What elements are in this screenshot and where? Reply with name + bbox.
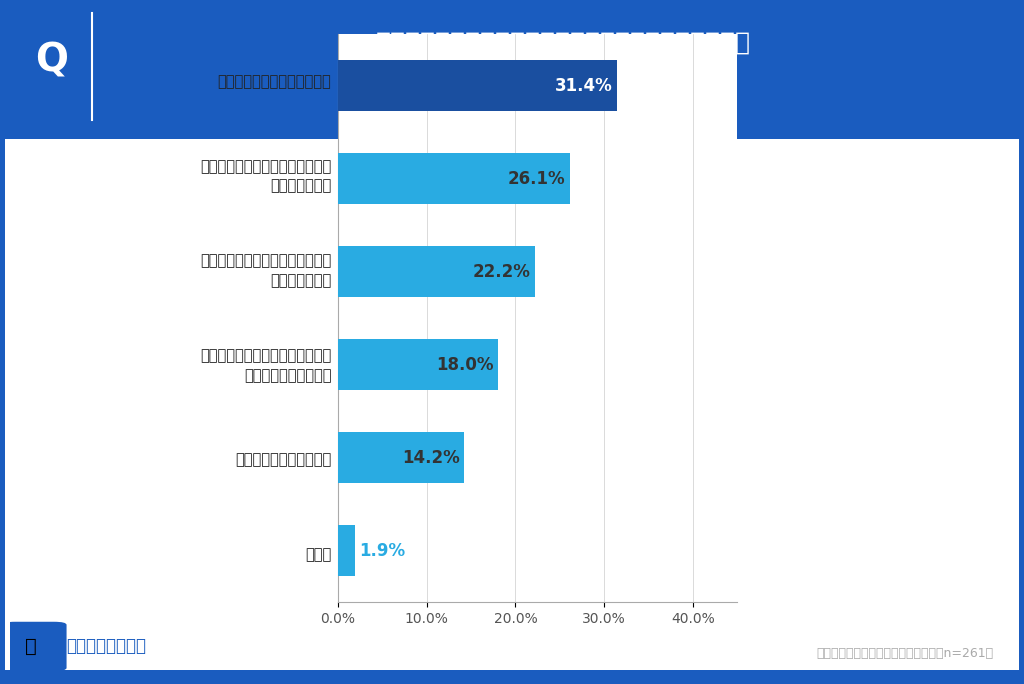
Text: 31.4%: 31.4% [554, 77, 612, 94]
Text: 家庭教師（オンライン含む）の指
導を受けていた: 家庭教師（オンライン含む）の指 導を受けていた [200, 253, 332, 288]
Text: 通信教育を利用していた: 通信教育を利用していた [236, 453, 332, 467]
Bar [338, 246, 535, 297]
Text: その他: その他 [305, 547, 332, 562]
Bar [338, 525, 354, 576]
Bar [338, 339, 498, 390]
Text: 教育サービスは利用せず独学で学
習を進めていた: 教育サービスは利用せず独学で学 習を進めていた [200, 159, 332, 194]
Text: 高専（高等専門学校）卒業生の男女（n=261）: 高専（高等専門学校）卒業生の男女（n=261） [816, 647, 993, 660]
Text: 26.1%: 26.1% [508, 170, 565, 187]
Text: 22.2%: 22.2% [473, 263, 530, 280]
Text: 高専受験のために教育サービスを利用していましたか？: 高専受験のために教育サービスを利用していましたか？ [376, 31, 751, 55]
Text: 映像授業などのオンライン学習サ
ービスを利用していた: 映像授業などのオンライン学習サ ービスを利用していた [200, 348, 332, 383]
FancyBboxPatch shape [5, 139, 1019, 670]
FancyBboxPatch shape [2, 622, 67, 671]
Text: 14.2%: 14.2% [401, 449, 460, 466]
Text: （複数回答可）: （複数回答可） [511, 79, 615, 103]
Text: 1.9%: 1.9% [359, 542, 406, 560]
Bar [338, 153, 569, 204]
Bar [338, 432, 464, 483]
Text: Q: Q [35, 41, 68, 79]
Bar [338, 60, 616, 111]
Text: 塾または予備校に通っていた: 塾または予備校に通っていた [218, 74, 332, 89]
Text: 🎓: 🎓 [25, 637, 37, 656]
Text: じゅけラボ予備校: じゅけラボ予備校 [67, 637, 146, 655]
Text: 18.0%: 18.0% [436, 356, 494, 373]
